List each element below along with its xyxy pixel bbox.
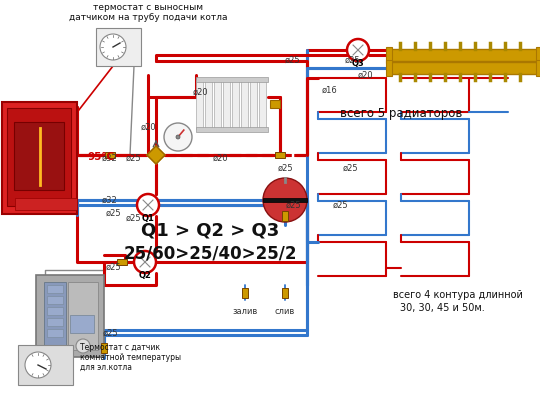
Bar bbox=[263, 198, 307, 202]
Circle shape bbox=[263, 178, 307, 222]
Text: Q1: Q1 bbox=[141, 214, 154, 223]
Bar bbox=[536, 60, 540, 76]
Bar bbox=[259, 80, 266, 129]
Bar bbox=[47, 318, 63, 326]
Text: всего 4 контура длинной: всего 4 контура длинной bbox=[393, 290, 523, 300]
Text: ø25: ø25 bbox=[285, 200, 301, 209]
Bar bbox=[250, 80, 257, 129]
Text: ø25: ø25 bbox=[332, 200, 348, 209]
Bar bbox=[70, 315, 94, 333]
Text: 25/60>25/40>25/2: 25/60>25/40>25/2 bbox=[123, 244, 297, 262]
Text: ø25: ø25 bbox=[105, 209, 121, 217]
Bar bbox=[275, 152, 285, 158]
Bar bbox=[282, 211, 288, 221]
Bar bbox=[47, 296, 63, 304]
Text: датчиком на трубу подачи котла: датчиком на трубу подачи котла bbox=[69, 13, 227, 22]
Bar bbox=[101, 343, 107, 353]
Text: Термостат с датчик: Термостат с датчик bbox=[80, 343, 160, 352]
Text: ø25: ø25 bbox=[125, 153, 141, 162]
Bar bbox=[47, 307, 63, 315]
Text: ø25: ø25 bbox=[105, 262, 121, 271]
Circle shape bbox=[176, 135, 180, 139]
Text: ø32: ø32 bbox=[102, 196, 118, 205]
Bar bbox=[214, 80, 221, 129]
Text: ø25: ø25 bbox=[277, 164, 293, 173]
Bar bbox=[386, 60, 392, 76]
Text: всего 5 радиаторов: всего 5 радиаторов bbox=[340, 107, 462, 120]
Bar bbox=[14, 122, 64, 190]
Bar bbox=[536, 47, 540, 63]
Bar bbox=[47, 329, 63, 337]
Bar bbox=[270, 100, 280, 108]
Text: залив: залив bbox=[232, 307, 258, 316]
Bar bbox=[390, 49, 538, 61]
Bar bbox=[196, 80, 203, 129]
Circle shape bbox=[347, 39, 369, 61]
Text: комнатной температуры: комнатной температуры bbox=[80, 353, 181, 362]
Bar bbox=[36, 275, 104, 357]
Text: термостат с выносным: термостат с выносным bbox=[93, 3, 203, 12]
Text: ø25: ø25 bbox=[342, 164, 358, 173]
Text: для эл.котла: для эл.котла bbox=[80, 363, 132, 372]
Bar bbox=[390, 62, 538, 74]
Text: слив: слив bbox=[275, 307, 295, 316]
Text: Q1 > Q2 > Q3: Q1 > Q2 > Q3 bbox=[141, 221, 279, 239]
Bar bbox=[117, 259, 127, 265]
Text: Q2: Q2 bbox=[139, 271, 151, 280]
Text: 95°C: 95°C bbox=[88, 152, 115, 162]
Bar bbox=[47, 285, 63, 293]
Bar bbox=[96, 28, 141, 66]
Bar bbox=[223, 80, 230, 129]
Text: ø20: ø20 bbox=[357, 70, 373, 79]
Bar bbox=[105, 152, 115, 158]
Circle shape bbox=[25, 352, 51, 378]
Bar bbox=[242, 288, 248, 298]
Bar bbox=[2, 102, 77, 214]
Text: ø25: ø25 bbox=[284, 55, 300, 64]
Text: ø25: ø25 bbox=[125, 213, 141, 222]
Polygon shape bbox=[147, 146, 165, 164]
Bar bbox=[241, 80, 248, 129]
Circle shape bbox=[100, 34, 126, 60]
Circle shape bbox=[164, 123, 192, 151]
Text: ø16: ø16 bbox=[322, 85, 338, 94]
Bar bbox=[44, 282, 66, 350]
Bar bbox=[386, 47, 392, 63]
Bar bbox=[68, 282, 98, 350]
Text: ø32: ø32 bbox=[102, 153, 118, 162]
Text: ø25: ø25 bbox=[344, 55, 360, 64]
Bar bbox=[205, 80, 212, 129]
Text: ø25: ø25 bbox=[102, 328, 118, 337]
Text: 30, 30, 45 и 50м.: 30, 30, 45 и 50м. bbox=[400, 303, 485, 313]
Bar bbox=[196, 77, 268, 82]
Bar bbox=[282, 288, 288, 298]
Bar bbox=[18, 345, 73, 385]
Bar bbox=[7, 108, 71, 206]
Circle shape bbox=[134, 251, 156, 273]
Text: ø20: ø20 bbox=[140, 122, 156, 132]
Bar bbox=[15, 198, 77, 210]
Circle shape bbox=[76, 339, 90, 353]
Text: Q3: Q3 bbox=[352, 59, 365, 68]
Circle shape bbox=[137, 194, 159, 216]
Bar bbox=[196, 127, 268, 132]
Text: ø20: ø20 bbox=[212, 153, 228, 162]
Text: ø20: ø20 bbox=[192, 87, 208, 96]
Bar bbox=[232, 80, 239, 129]
